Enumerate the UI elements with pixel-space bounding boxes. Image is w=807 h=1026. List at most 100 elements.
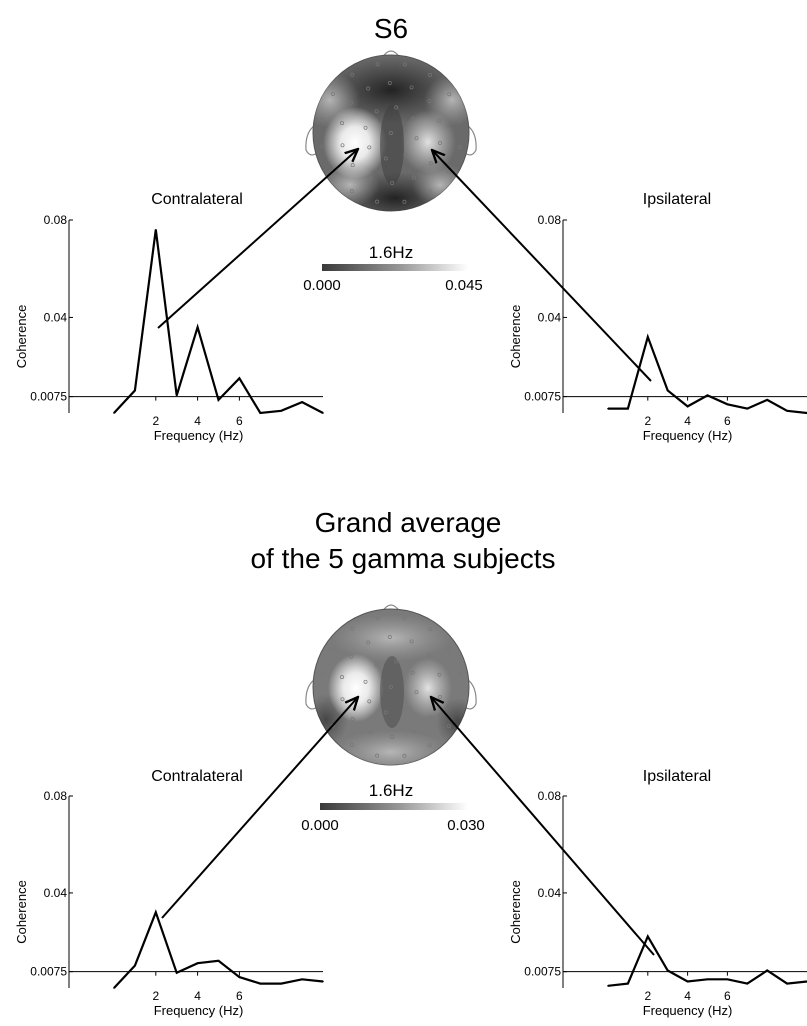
electrode-grid bbox=[320, 62, 462, 204]
electrode-marker bbox=[368, 730, 373, 735]
data-point bbox=[259, 412, 262, 414]
colorbar-label: 1.6Hz bbox=[369, 243, 413, 262]
electrode-marker bbox=[402, 199, 407, 204]
electrode-marker bbox=[410, 670, 415, 675]
electrode-marker bbox=[389, 685, 393, 689]
data-point bbox=[766, 399, 768, 401]
colorbar-gradient bbox=[320, 803, 468, 810]
electrode-marker bbox=[447, 646, 452, 651]
data-point bbox=[666, 389, 669, 392]
colorbar-min: 0.000 bbox=[301, 817, 339, 834]
x-tick-label: 6 bbox=[724, 989, 731, 1003]
data-point bbox=[686, 405, 689, 408]
coherence-line bbox=[607, 934, 807, 987]
panel-title: Grand average bbox=[315, 507, 502, 538]
x-axis-label: Frequency (Hz) bbox=[643, 1003, 733, 1018]
data-point bbox=[627, 407, 629, 410]
electrode-marker bbox=[402, 753, 407, 758]
electrode-marker bbox=[383, 156, 388, 161]
electrode-marker bbox=[383, 710, 388, 715]
electrode-marker bbox=[411, 729, 416, 734]
electrode-marker bbox=[366, 86, 371, 91]
data-point bbox=[607, 407, 609, 410]
electrode-marker bbox=[320, 117, 325, 122]
electrode-marker bbox=[427, 743, 432, 748]
electrode-marker bbox=[437, 672, 442, 677]
contralateral-arrow bbox=[157, 149, 358, 329]
y-tick-label: 0.0075 bbox=[524, 390, 561, 404]
scalp-map bbox=[305, 50, 477, 212]
contralateral-chart: Contralateral 0.0075 0.04 0.08 Coherence 2 4 6F… bbox=[14, 191, 324, 443]
electrode-marker bbox=[340, 697, 345, 702]
electrode-marker bbox=[427, 189, 432, 194]
data-point bbox=[726, 403, 729, 406]
y-axis-label: Coherence bbox=[14, 305, 29, 369]
electrode-marker bbox=[447, 724, 452, 729]
contralateral-arrow bbox=[161, 697, 358, 919]
electrode-marker bbox=[340, 143, 345, 148]
y-tick-label: 0.04 bbox=[538, 310, 562, 324]
coherence-line bbox=[113, 909, 324, 989]
data-point bbox=[238, 377, 241, 380]
x-tick-label: 4 bbox=[684, 414, 691, 428]
scalp-map bbox=[305, 604, 477, 766]
x-tick-label: 4 bbox=[194, 414, 201, 428]
electrode-marker bbox=[320, 671, 325, 676]
data-point bbox=[766, 969, 768, 972]
electrode-marker bbox=[410, 116, 415, 121]
data-point bbox=[113, 987, 115, 989]
chart-title: Contralateral bbox=[151, 191, 243, 208]
electrode-marker bbox=[340, 121, 344, 126]
data-point bbox=[113, 412, 115, 414]
colorbar: 1.6Hz 0.000 0.030 bbox=[301, 781, 485, 834]
data-point bbox=[726, 978, 729, 981]
x-tick-label: 2 bbox=[152, 989, 159, 1003]
colorbar: 1.6Hz 0.000 0.045 bbox=[303, 243, 483, 294]
data-point bbox=[746, 407, 749, 410]
x-axis-label: Frequency (Hz) bbox=[154, 428, 244, 443]
electrode-marker bbox=[457, 671, 462, 676]
electrode-marker bbox=[447, 170, 452, 175]
electrode-marker bbox=[403, 706, 408, 711]
electrode-marker bbox=[438, 140, 442, 145]
electrode-marker bbox=[387, 81, 392, 85]
electrode-marker bbox=[375, 62, 380, 67]
electrode-marker bbox=[350, 72, 355, 77]
data-point bbox=[238, 976, 241, 978]
electrode-marker bbox=[363, 679, 368, 684]
panel-grand-average: Grand average of the 5 gamma subjects 1.… bbox=[14, 507, 807, 1018]
data-point bbox=[301, 401, 303, 403]
data-point bbox=[786, 410, 788, 412]
data-point bbox=[607, 985, 609, 987]
coherence-field bbox=[313, 56, 469, 211]
y-tick-label: 0.0075 bbox=[30, 390, 67, 404]
data-point bbox=[217, 399, 220, 401]
data-point bbox=[647, 336, 649, 338]
electrode-marker bbox=[330, 91, 335, 96]
electrode-marker bbox=[457, 144, 462, 149]
y-tick-label: 0.08 bbox=[538, 213, 562, 227]
electrode-marker bbox=[402, 616, 407, 621]
x-tick-label: 2 bbox=[644, 414, 651, 428]
electrode-marker bbox=[437, 118, 442, 123]
electrode-marker bbox=[428, 715, 433, 720]
x-axis-label: Frequency (Hz) bbox=[154, 1003, 244, 1018]
electrode-marker bbox=[428, 626, 433, 631]
electrode-marker bbox=[366, 640, 371, 645]
electrode-marker bbox=[320, 698, 325, 703]
data-point bbox=[686, 980, 689, 983]
electrode-marker bbox=[349, 654, 354, 659]
electrode-marker bbox=[363, 125, 368, 130]
y-tick-label: 0.04 bbox=[44, 310, 68, 324]
electrode-marker bbox=[447, 92, 452, 97]
electrode-marker bbox=[350, 163, 355, 168]
colorbar-label: 1.6Hz bbox=[369, 781, 413, 800]
electrode-marker bbox=[375, 616, 380, 621]
ipsilateral-arrow bbox=[432, 150, 652, 382]
chart-title: Contralateral bbox=[151, 768, 243, 785]
coherence-line bbox=[113, 229, 324, 415]
electrode-marker bbox=[367, 145, 372, 150]
x-tick-label: 2 bbox=[644, 989, 651, 1003]
data-point bbox=[301, 978, 303, 981]
electrode-marker bbox=[387, 635, 392, 639]
